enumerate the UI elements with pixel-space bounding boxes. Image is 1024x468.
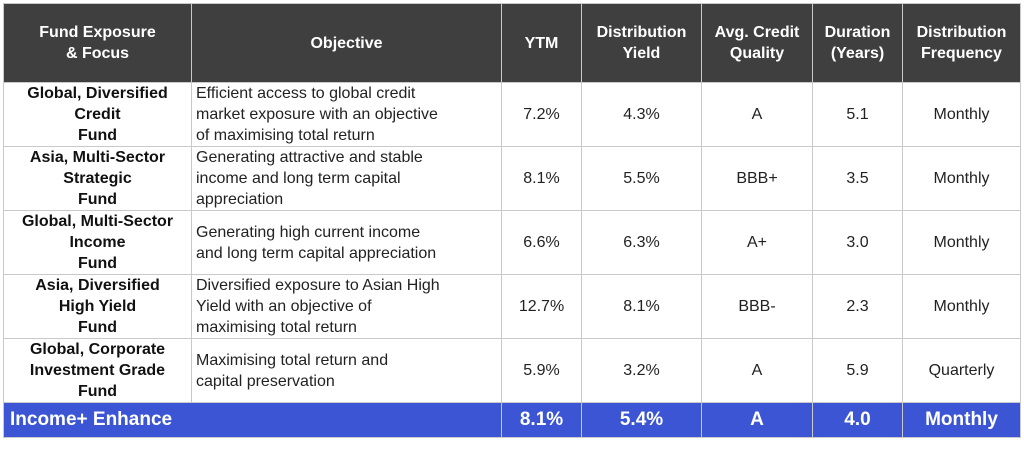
table-row: Asia, Diversified High Yield Fund Divers…: [3, 274, 1021, 339]
header-objective: Objective: [191, 3, 502, 83]
fund-name-cell: Global, Corporate Investment Grade Fund: [3, 338, 192, 403]
objective-cell: Maximising total return and capital pres…: [191, 338, 502, 403]
header-distribution-yield: Distribution Yield: [581, 3, 702, 83]
ytm-cell: 5.9%: [501, 338, 582, 403]
summary-row: Income+ Enhance 8.1% 5.4% A 4.0 Monthly: [3, 402, 1021, 438]
ytm-cell: 8.1%: [501, 146, 582, 211]
objective-cell: Diversified exposure to Asian High Yield…: [191, 274, 502, 339]
duration-cell: 2.3: [812, 274, 903, 339]
summary-frequency-cell: Monthly: [902, 402, 1021, 438]
summary-credit-quality-cell: A: [701, 402, 813, 438]
frequency-cell: Quarterly: [902, 338, 1021, 403]
ytm-cell: 12.7%: [501, 274, 582, 339]
fund-name-cell: Global, Multi-Sector Income Fund: [3, 210, 192, 275]
frequency-cell: Monthly: [902, 210, 1021, 275]
duration-cell: 3.0: [812, 210, 903, 275]
table-row: Global, Multi-Sector Income Fund Generat…: [3, 210, 1021, 275]
credit-quality-cell: A: [701, 338, 813, 403]
credit-quality-cell: BBB+: [701, 146, 813, 211]
objective-cell: Efficient access to global credit market…: [191, 82, 502, 147]
header-duration: Duration (Years): [812, 3, 903, 83]
distribution-yield-cell: 5.5%: [581, 146, 702, 211]
fund-name-cell: Asia, Diversified High Yield Fund: [3, 274, 192, 339]
distribution-yield-cell: 6.3%: [581, 210, 702, 275]
fund-comparison-table: Fund Exposure & Focus Objective YTM Dist…: [3, 3, 1021, 438]
fund-name-cell: Asia, Multi-Sector Strategic Fund: [3, 146, 192, 211]
objective-cell: Generating attractive and stable income …: [191, 146, 502, 211]
table-header: Fund Exposure & Focus Objective YTM Dist…: [3, 3, 1021, 83]
objective-cell: Generating high current income and long …: [191, 210, 502, 275]
frequency-cell: Monthly: [902, 146, 1021, 211]
frequency-cell: Monthly: [902, 274, 1021, 339]
summary-distribution-yield-cell: 5.4%: [581, 402, 702, 438]
duration-cell: 5.9: [812, 338, 903, 403]
duration-cell: 5.1: [812, 82, 903, 147]
distribution-yield-cell: 3.2%: [581, 338, 702, 403]
ytm-cell: 6.6%: [501, 210, 582, 275]
header-row: Fund Exposure & Focus Objective YTM Dist…: [3, 3, 1021, 83]
distribution-yield-cell: 8.1%: [581, 274, 702, 339]
summary-ytm-cell: 8.1%: [501, 402, 582, 438]
summary-duration-cell: 4.0: [812, 402, 903, 438]
summary-name-cell: Income+ Enhance: [3, 402, 502, 438]
fund-name-cell: Global, Diversified Credit Fund: [3, 82, 192, 147]
summary-footer: Income+ Enhance 8.1% 5.4% A 4.0 Monthly: [3, 402, 1021, 438]
table-body: Global, Diversified Credit Fund Efficien…: [3, 82, 1021, 403]
ytm-cell: 7.2%: [501, 82, 582, 147]
header-frequency: Distribution Frequency: [902, 3, 1021, 83]
header-ytm: YTM: [501, 3, 582, 83]
header-fund: Fund Exposure & Focus: [3, 3, 192, 83]
credit-quality-cell: BBB-: [701, 274, 813, 339]
duration-cell: 3.5: [812, 146, 903, 211]
credit-quality-cell: A+: [701, 210, 813, 275]
table-row: Global, Diversified Credit Fund Efficien…: [3, 82, 1021, 147]
table-row: Global, Corporate Investment Grade Fund …: [3, 338, 1021, 403]
distribution-yield-cell: 4.3%: [581, 82, 702, 147]
header-credit-quality: Avg. Credit Quality: [701, 3, 813, 83]
table-row: Asia, Multi-Sector Strategic Fund Genera…: [3, 146, 1021, 211]
frequency-cell: Monthly: [902, 82, 1021, 147]
credit-quality-cell: A: [701, 82, 813, 147]
